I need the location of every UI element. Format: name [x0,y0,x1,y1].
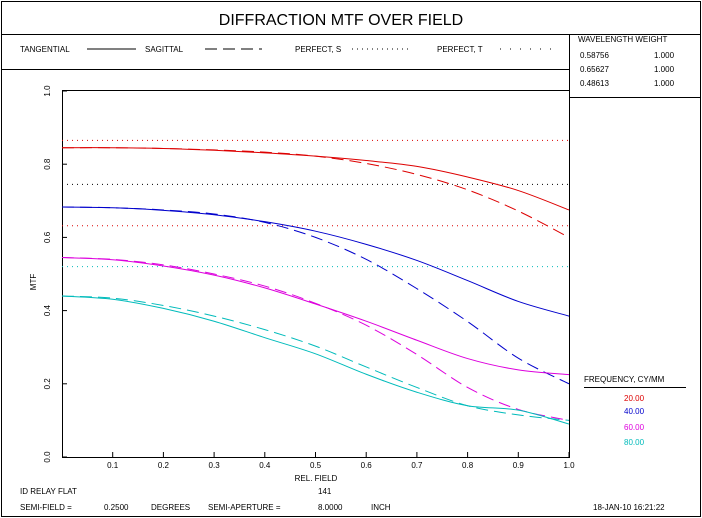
x-axis-label: REL. FIELD [295,474,338,483]
tangential-curve-60.00 [61,257,570,376]
legend-perfect-s-label: PERFECT, S [295,45,341,54]
frequency-legend-item: 20.00 [624,394,645,403]
frequency-legend-item: 40.00 [624,407,645,416]
sagittal-curve-60.00 [61,257,570,421]
x-tick-label: 0.6 [361,461,373,470]
tangential-curve-40.00 [61,206,570,317]
y-tick-label: 0.2 [43,378,52,390]
sagittal-curve-80.00 [61,295,570,421]
x-tick-label: 0.4 [259,461,271,470]
y-tick-label: 0.4 [43,304,52,316]
x-tick-label: 0.1 [107,461,119,470]
plot-area [62,90,570,458]
wavelength-weight: 1.000 [654,65,675,74]
mtf-curves [61,147,570,425]
axis-ticks [62,90,570,458]
legend-tangential-label: TANGENTIAL [20,45,70,54]
x-tick-labels: 0.1 0.2 0.3 0.4 0.5 0.6 0.7 0.8 0.9 1.0 [107,461,575,470]
y-tick-label: 0.8 [43,158,52,170]
legend-sagittal-label: SAGITTAL [145,45,184,54]
semi-field-unit: DEGREES [151,503,190,512]
figure-id: 141 [318,487,332,496]
x-tick-label: 0.2 [158,461,170,470]
x-tick-label: 0.8 [462,461,474,470]
frequency-legend-item: 60.00 [624,423,645,432]
frequency-legend-item: 80.00 [624,438,645,447]
sagittal-curve-20.00 [61,147,570,238]
timestamp: 18-JAN-10 16:21:22 [593,503,665,512]
y-tick-label: 0.0 [43,451,52,463]
semi-field-label: SEMI-FIELD = [20,503,72,512]
chart-title: DIFFRACTION MTF OVER FIELD [219,12,463,29]
semi-aperture-label: SEMI-APERTURE = [208,503,281,512]
x-tick-label: 0.5 [310,461,322,470]
wavelength-value: 0.58756 [580,51,609,60]
y-tick-labels: 0.0 0.2 0.4 0.6 0.8 1.0 [43,85,52,463]
x-tick-label: 0.3 [209,461,221,470]
system-name: ID RELAY FLAT [20,487,77,496]
x-tick-label: 0.7 [411,461,423,470]
y-tick-label: 0.6 [43,231,52,243]
legend-perfect-t-label: PERFECT, T [437,45,483,54]
frequency-legend-header: FREQUENCY, CY/MM [584,375,665,384]
semi-field-value: 0.2500 [104,503,129,512]
tangential-curve-80.00 [61,295,570,425]
wavelength-value: 0.48613 [580,79,609,88]
wavelength-table-header: WAVELENGTH WEIGHT [578,35,667,44]
sagittal-curve-40.00 [61,206,570,385]
semi-aperture-value: 8.0000 [318,503,343,512]
wavelength-value: 0.65627 [580,65,609,74]
x-tick-label: 1.0 [563,461,575,470]
wavelength-weight: 1.000 [654,51,675,60]
y-axis-label: MTF [29,274,38,291]
wavelength-table-box [569,34,701,98]
y-tick-label: 1.0 [43,85,52,97]
x-tick-label: 0.9 [513,461,525,470]
semi-aperture-unit: INCH [371,503,391,512]
wavelength-weight: 1.000 [654,79,675,88]
